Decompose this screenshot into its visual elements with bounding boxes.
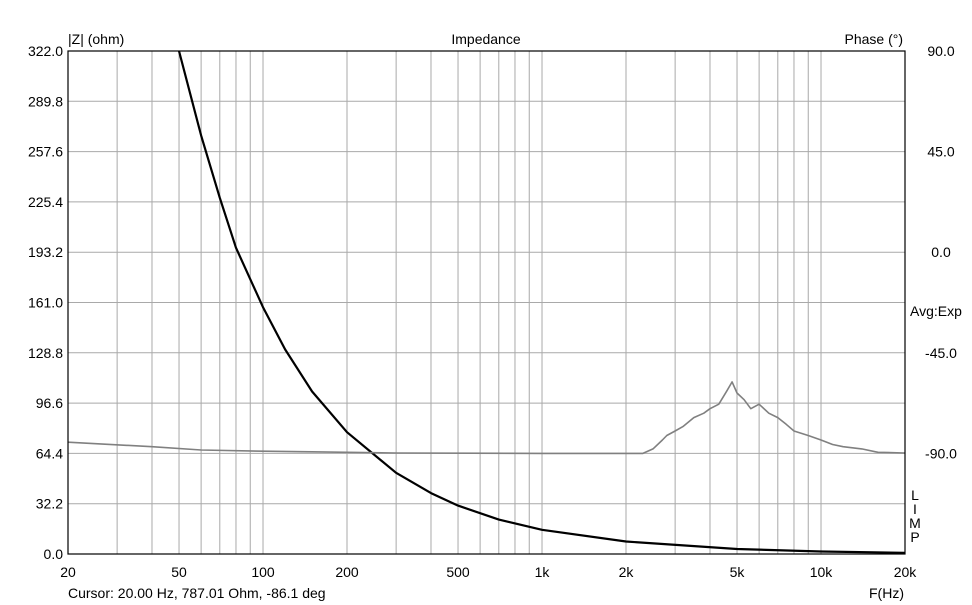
curves <box>68 51 905 554</box>
y2-tick-label: 90.0 <box>927 43 954 59</box>
y-axis-label: |Z| (ohm) <box>68 31 124 47</box>
x-tick-label: 1k <box>535 564 551 580</box>
y2-tick-label: -90.0 <box>925 445 957 461</box>
y-tick-label: 32.2 <box>36 496 63 512</box>
y-tick-label: 64.4 <box>36 445 63 461</box>
x-tick-label: 50 <box>171 564 187 580</box>
side-stack-letter: I <box>913 501 917 517</box>
y2-tick-label: 0.0 <box>931 244 951 260</box>
y-tick-label: 225.4 <box>28 194 63 210</box>
x-tick-label: 20 <box>60 564 76 580</box>
y2-tick-label: -45.0 <box>925 345 957 361</box>
side-stack-letter: L <box>911 487 919 503</box>
cursor-readout: Cursor: 20.00 Hz, 787.01 Ohm, -86.1 deg <box>68 585 326 601</box>
y-tick-label: 96.6 <box>36 395 63 411</box>
chart-title: Impedance <box>451 31 520 47</box>
y-tick-label: 193.2 <box>28 244 63 260</box>
x-tick-label: 100 <box>251 564 275 580</box>
y-tick-label: 257.6 <box>28 144 63 160</box>
x-tick-label: 2k <box>619 564 635 580</box>
x-tick-label: 5k <box>730 564 746 580</box>
averaging-label: Avg:Exp <box>910 303 962 319</box>
y-tick-label: 289.8 <box>28 93 63 109</box>
phase-series-line <box>68 381 905 455</box>
side-stack-letter: M <box>909 515 921 531</box>
x-tick-label: 20k <box>894 564 918 580</box>
y2-tick-label: 45.0 <box>927 144 954 160</box>
x-tick-label: 10k <box>810 564 834 580</box>
plot-frame <box>67 50 906 555</box>
y-tick-label: 0.0 <box>44 546 64 562</box>
impedance-series-line <box>177 51 905 554</box>
y2-axis-label: Phase (°) <box>844 31 903 47</box>
y-tick-label: 128.8 <box>28 345 63 361</box>
x-axis-label: F(Hz) <box>869 585 904 601</box>
x-tick-label: 500 <box>446 564 470 580</box>
y-tick-label: 161.0 <box>28 295 63 311</box>
labels: |Z| (ohm) Impedance Phase (°) F(Hz) Curs… <box>68 31 962 601</box>
tick-labels: 20 50 100 200 500 1k 2k 5k 10k 20k 0.0 32.2 64.4 96.6… <box>28 43 957 580</box>
x-tick-label: 200 <box>335 564 359 580</box>
side-stack-letter: P <box>910 529 919 545</box>
y-tick-label: 322.0 <box>28 43 63 59</box>
